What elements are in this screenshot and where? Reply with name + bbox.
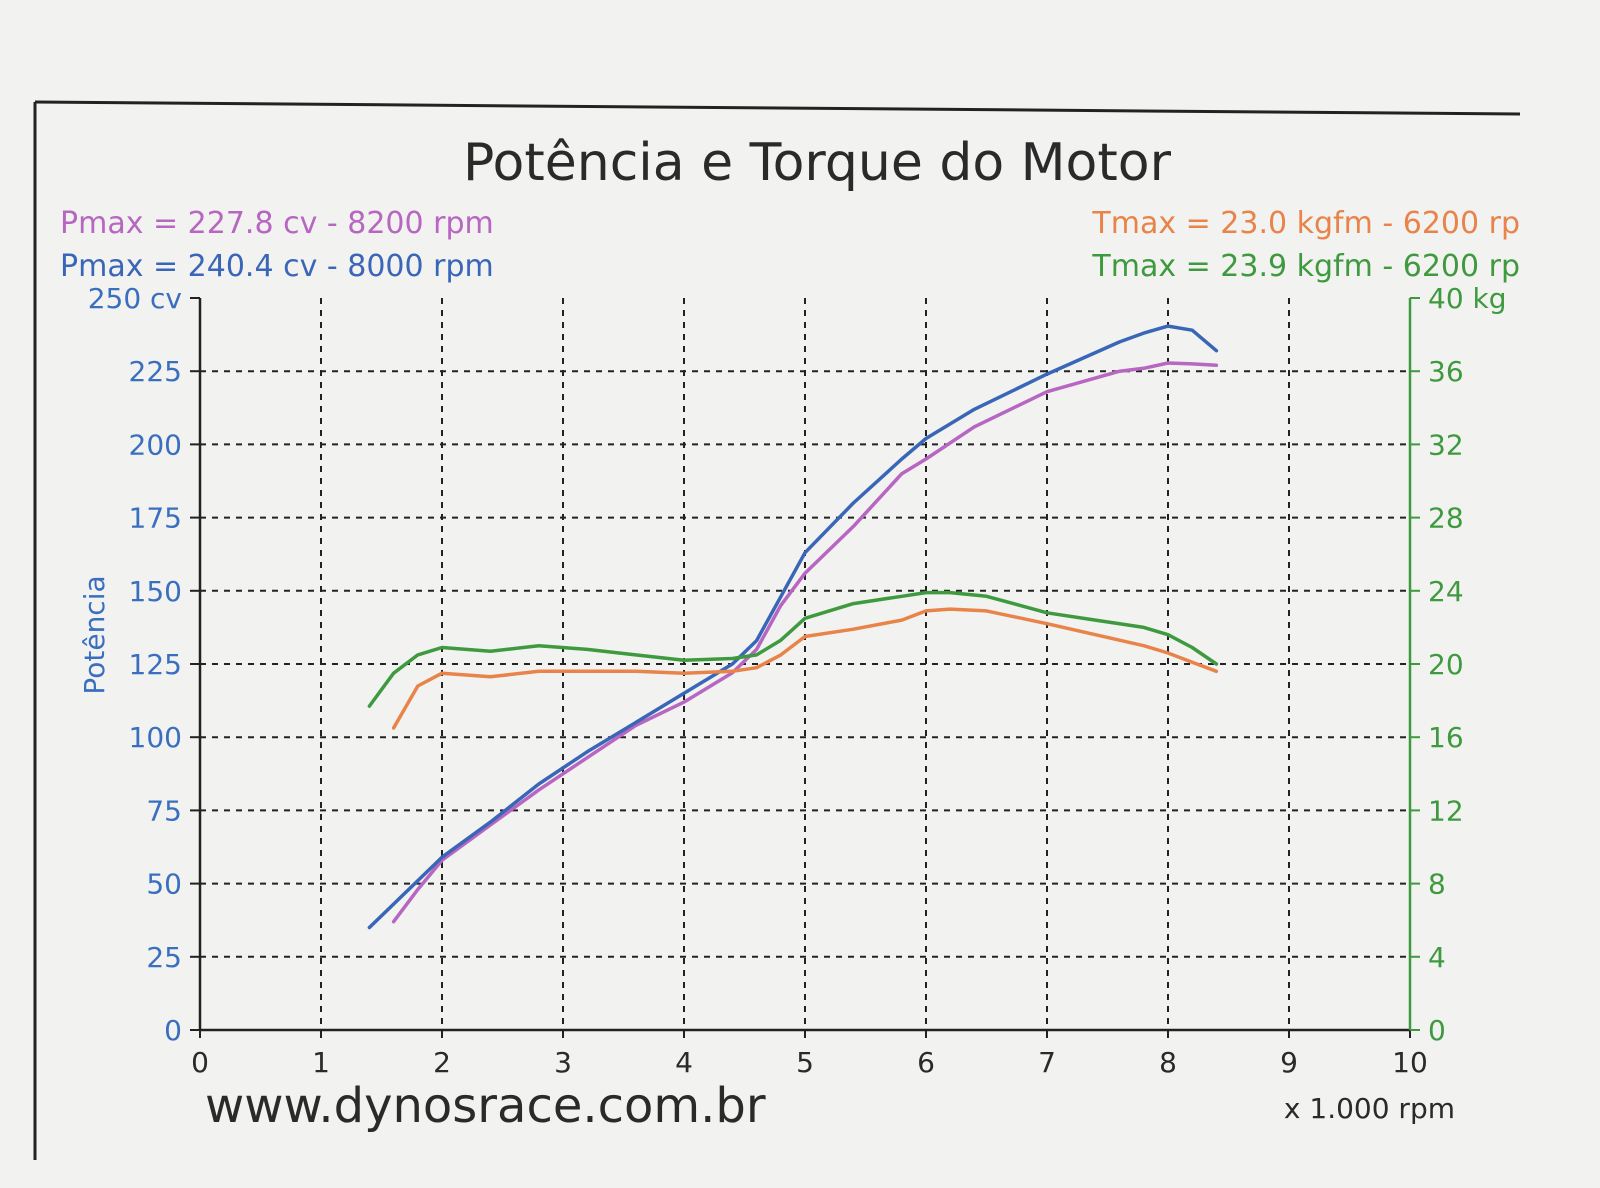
grid xyxy=(200,298,1410,1030)
pmax-before-label: Pmax = 227.8 cv - 8200 rpm xyxy=(60,206,494,241)
frame-top xyxy=(34,100,1521,116)
x-tick-label: 2 xyxy=(433,1046,451,1079)
x-tick-label: 0 xyxy=(191,1046,209,1079)
left-tick-label: 100 xyxy=(129,721,182,754)
x-tick-label: 6 xyxy=(917,1046,935,1079)
x-tick-label: 1 xyxy=(312,1046,330,1079)
x-tick-label: 9 xyxy=(1280,1046,1298,1079)
series-line-power-before xyxy=(391,361,1219,924)
right-tick-label: 28 xyxy=(1428,502,1464,535)
right-tick-label: 40 kg xyxy=(1428,282,1507,315)
right-tick-label: 32 xyxy=(1428,428,1464,461)
x-tick-label: 8 xyxy=(1159,1046,1177,1079)
right-tick-label: 36 xyxy=(1428,355,1464,388)
left-tick-label: 0 xyxy=(164,1014,182,1047)
tick-labels: 0 1 2 3 4 5 6 7 8 9 100255075100125150175200225250… xyxy=(88,282,1507,1079)
series-line-power-after xyxy=(367,324,1219,930)
axes xyxy=(190,297,1420,1038)
series-line-torque-after xyxy=(367,590,1219,708)
x-axis-unit: x 1.000 rpm xyxy=(1284,1092,1455,1125)
source-url: www.dynosrace.com.br xyxy=(205,1078,766,1134)
y-axis-label: Potência xyxy=(78,575,111,694)
right-tick-label: 16 xyxy=(1428,721,1464,754)
pmax-after-label: Pmax = 240.4 cv - 8000 rpm xyxy=(60,249,494,284)
left-tick-label: 225 xyxy=(129,355,182,388)
x-tick-label: 3 xyxy=(554,1046,572,1079)
series-line-torque-before xyxy=(391,607,1219,730)
tmax-before-label: Tmax = 23.0 kgfm - 6200 rp xyxy=(1091,206,1520,241)
x-tick-label: 4 xyxy=(675,1046,693,1079)
left-tick-label: 25 xyxy=(146,941,182,974)
left-tick-label: 150 xyxy=(129,575,182,608)
left-tick-label: 175 xyxy=(129,502,182,535)
right-tick-label: 12 xyxy=(1428,794,1464,827)
x-tick-label: 5 xyxy=(796,1046,814,1079)
left-tick-label: 250 cv xyxy=(88,282,182,315)
tmax-after-label: Tmax = 23.9 kgfm - 6200 rp xyxy=(1091,249,1520,284)
x-tick-label: 10 xyxy=(1392,1046,1428,1079)
x-tick-label: 7 xyxy=(1038,1046,1056,1079)
right-tick-label: 4 xyxy=(1428,941,1446,974)
series-lines xyxy=(367,324,1219,930)
left-tick-label: 75 xyxy=(146,794,182,827)
right-tick-label: 8 xyxy=(1428,868,1446,901)
right-tick-label: 20 xyxy=(1428,648,1464,681)
left-tick-label: 125 xyxy=(129,648,182,681)
left-tick-label: 50 xyxy=(146,868,182,901)
left-tick-label: 200 xyxy=(129,428,182,461)
right-tick-label: 0 xyxy=(1428,1014,1446,1047)
right-tick-label: 24 xyxy=(1428,575,1464,608)
chart-title: Potência e Torque do Motor xyxy=(463,133,1172,193)
